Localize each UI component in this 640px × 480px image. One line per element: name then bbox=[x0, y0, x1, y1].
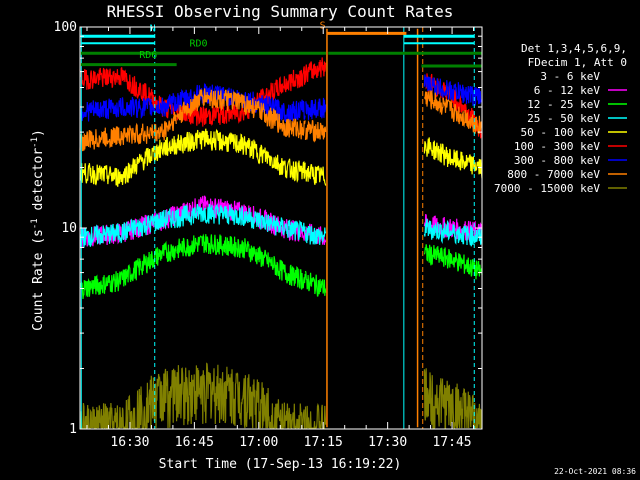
series-line-0 bbox=[304, 323, 327, 396]
chart-title: RHESSI Observing Summary Count Rates bbox=[107, 2, 454, 21]
x-tick-label: 17:30 bbox=[368, 435, 407, 450]
x-tick-label: 16:45 bbox=[175, 435, 214, 450]
series-line-6 bbox=[79, 93, 177, 122]
x-axis-label: Start Time (17-Sep-13 16:19:22) bbox=[159, 457, 402, 472]
series-line-3 bbox=[79, 208, 177, 248]
series-line-8 bbox=[176, 362, 306, 429]
timestamp: 22-Oct-2021 08:36 bbox=[554, 467, 636, 476]
y-tick-label: 100 bbox=[54, 20, 77, 35]
x-tick-label: 16:30 bbox=[110, 435, 149, 450]
legend-header-1: Det 1,3,4,5,6,9, bbox=[521, 42, 627, 55]
x-tick-label: 17:15 bbox=[304, 435, 343, 450]
saa-label: S bbox=[320, 20, 326, 31]
series-line-5 bbox=[304, 57, 327, 83]
legend-label: 100 - 300 keV bbox=[514, 140, 600, 153]
series-line-7 bbox=[176, 88, 306, 140]
rd6-label: RD6 bbox=[139, 50, 157, 61]
series-line-5 bbox=[176, 66, 306, 127]
series-line-0 bbox=[423, 285, 483, 403]
series-line-7 bbox=[423, 90, 483, 135]
series-line-0 bbox=[176, 241, 306, 383]
x-tick-label: 17:45 bbox=[432, 435, 471, 450]
x-tick-label: 17:00 bbox=[239, 435, 278, 450]
series-line-0 bbox=[79, 265, 177, 405]
series-line-3 bbox=[176, 202, 306, 241]
series-line-3 bbox=[423, 218, 483, 247]
series-line-2 bbox=[423, 244, 483, 280]
series-line-4 bbox=[176, 128, 306, 184]
y-tick-label: 1 bbox=[69, 422, 77, 437]
legend-label: 800 - 7000 keV bbox=[507, 168, 600, 181]
series-line-4 bbox=[79, 136, 177, 187]
series-line-2 bbox=[304, 270, 327, 297]
series-line-8 bbox=[80, 368, 177, 429]
series-line-2 bbox=[79, 240, 177, 300]
series-line-3 bbox=[304, 226, 327, 245]
series-line-4 bbox=[423, 137, 483, 179]
legend-label: 12 - 25 keV bbox=[527, 98, 600, 111]
legend: Det 1,3,4,5,6,9, FDecim 1, Att 0 3 - 6 k… bbox=[494, 42, 627, 195]
data-layer bbox=[79, 28, 483, 430]
legend-label: 6 - 12 keV bbox=[534, 84, 601, 97]
y-tick-label: 10 bbox=[61, 221, 77, 236]
night-label: N bbox=[150, 23, 156, 34]
legend-label: 25 - 50 keV bbox=[527, 112, 600, 125]
series-line-7 bbox=[304, 119, 327, 143]
series-line-6 bbox=[423, 74, 483, 107]
series-line-2 bbox=[176, 233, 306, 290]
rd0-label: RD0 bbox=[190, 38, 208, 49]
y-axis-label: Count Rate (s-1 detector-1) bbox=[30, 129, 46, 331]
series-line-4 bbox=[304, 164, 327, 186]
legend-label: 300 - 800 keV bbox=[514, 154, 600, 167]
series-line-7 bbox=[79, 111, 177, 152]
legend-header-2: FDecim 1, Att 0 bbox=[528, 56, 627, 69]
series-line-8 bbox=[423, 368, 483, 430]
axis-layer: 1 10 100 16:30 16:45 17:00 17:15 17:30 17:45 bbox=[54, 20, 482, 450]
legend-label: 7000 - 15000 keV bbox=[494, 182, 600, 195]
series-line-8 bbox=[304, 402, 327, 429]
series-line-6 bbox=[305, 97, 327, 120]
legend-label: 3 - 6 keV bbox=[540, 70, 600, 83]
legend-label: 50 - 100 keV bbox=[521, 126, 601, 139]
